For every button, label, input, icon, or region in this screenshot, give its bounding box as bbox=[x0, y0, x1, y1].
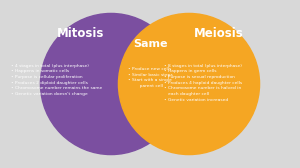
Text: Mitosis: Mitosis bbox=[57, 27, 105, 40]
Ellipse shape bbox=[118, 13, 260, 155]
Text: • Produce new cells
• Similar basic steps
• Start with a single
  parent cell: • Produce new cells • Similar basic step… bbox=[128, 67, 172, 88]
Text: • 8 stages in total (plus interphase)
• Happens in germ cells
• Purpose is sexua: • 8 stages in total (plus interphase) • … bbox=[164, 64, 242, 102]
Text: • 4 stages in total (plus interphase)
• Happens in somatic cells
• Purpose is ce: • 4 stages in total (plus interphase) • … bbox=[11, 64, 102, 96]
Text: Meiosis: Meiosis bbox=[194, 27, 244, 40]
Text: Same: Same bbox=[133, 39, 167, 49]
Ellipse shape bbox=[40, 13, 182, 155]
